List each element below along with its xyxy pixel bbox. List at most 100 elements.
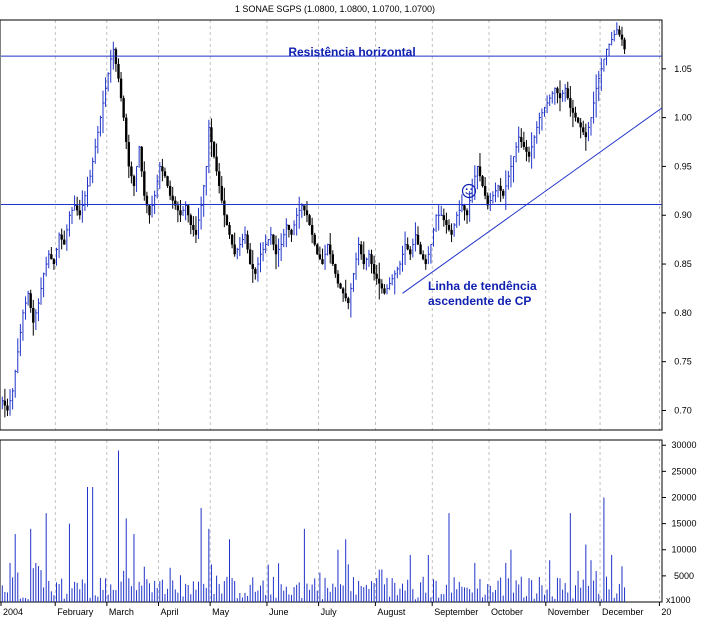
price-bar	[132, 174, 136, 197]
price-bar	[63, 230, 66, 245]
price-bar	[212, 141, 216, 159]
price-bar	[593, 91, 596, 124]
price-bar-body	[254, 268, 257, 274]
month-label: February	[57, 607, 94, 617]
price-bar	[546, 95, 549, 114]
month-label: March	[109, 607, 134, 617]
price-bar	[419, 241, 422, 255]
price-bar	[105, 77, 108, 107]
price-bar	[287, 224, 291, 238]
price-bar	[198, 207, 201, 239]
price-bar	[293, 220, 296, 236]
price-bar	[372, 255, 376, 281]
price-bar	[412, 238, 415, 258]
price-bar-body	[370, 254, 373, 265]
price-bar	[97, 126, 100, 154]
price-bar	[50, 247, 53, 260]
price-bar-body	[499, 185, 502, 191]
price-bar	[582, 120, 585, 136]
price-bar	[48, 250, 51, 269]
price-bar-body	[383, 288, 386, 294]
price-bar	[186, 204, 190, 223]
price-bar-body	[3, 400, 7, 406]
price-bar	[507, 170, 510, 190]
price-bar	[574, 106, 577, 122]
price-bar	[9, 389, 12, 416]
price-bar	[331, 250, 334, 266]
price-bar-body	[75, 205, 79, 211]
price-bar	[600, 58, 603, 91]
price-bar	[469, 191, 472, 222]
price-bar-body	[230, 234, 234, 245]
price-bar-body	[481, 176, 484, 186]
price-bar	[159, 161, 162, 190]
price-bar	[525, 139, 528, 162]
price-bar	[456, 211, 459, 228]
price-bar-body	[140, 146, 143, 172]
annotation-trend-line1: Linha de tendência	[428, 279, 537, 293]
price-bar-body	[576, 117, 580, 123]
price-bar	[527, 146, 531, 163]
price-bar	[605, 48, 609, 66]
price-bar	[127, 134, 131, 179]
price-bar	[350, 283, 353, 318]
price-bar	[531, 132, 534, 169]
price-bar-body	[272, 234, 275, 245]
price-bar-body	[378, 278, 381, 284]
price-bar-body	[287, 225, 291, 230]
price-bar	[248, 243, 252, 265]
price-bar	[78, 199, 81, 220]
price-bar	[3, 388, 7, 418]
price-bar	[427, 246, 430, 265]
volume-tick-label: 10000	[671, 545, 696, 555]
volume-tick-label: 5000	[674, 571, 694, 581]
price-bar	[344, 279, 347, 302]
price-bar	[432, 227, 436, 247]
price-bar	[136, 165, 139, 192]
price-bar	[225, 213, 229, 226]
price-bar	[223, 187, 226, 228]
annotation-resistance: Resistência horizontal	[288, 45, 415, 59]
month-label: July	[321, 607, 338, 617]
price-bar-body	[174, 200, 177, 206]
price-bar-body	[145, 195, 149, 206]
price-bar	[171, 186, 174, 209]
annotation-trend-line2: ascendente de CP	[428, 294, 531, 308]
price-bar	[368, 249, 371, 267]
price-bar-body	[6, 405, 9, 411]
price-bar	[520, 128, 523, 148]
volume-unit-label: x1000	[666, 595, 691, 605]
price-bar	[156, 174, 159, 199]
price-bar	[445, 212, 448, 234]
price-bar	[416, 226, 420, 246]
price-bar	[220, 176, 223, 204]
price-bar	[336, 270, 340, 288]
price-bar	[161, 158, 164, 182]
price-bar-body	[212, 142, 216, 157]
price-tick-label: 0.90	[674, 210, 692, 220]
price-bar	[19, 324, 22, 357]
month-label: August	[377, 607, 406, 617]
price-bar	[406, 237, 409, 251]
price-bar-body	[274, 244, 278, 255]
price-bar	[285, 218, 288, 248]
price-bar	[89, 169, 92, 187]
price-bar	[254, 267, 257, 280]
price-bar-body	[372, 264, 376, 274]
price-bar-body	[582, 127, 585, 133]
price-bar-body	[303, 205, 306, 211]
price-bar-body	[522, 142, 526, 147]
price-bar	[208, 119, 211, 174]
price-bar	[339, 282, 342, 289]
price-bar	[122, 95, 125, 122]
price-bar-body	[558, 93, 562, 99]
price-bar	[510, 155, 513, 188]
price-bar-body	[308, 215, 311, 225]
price-bar-body	[321, 259, 324, 265]
price-bar	[453, 223, 456, 237]
price-bar	[486, 192, 489, 210]
price-bar-body	[132, 176, 136, 186]
price-tick-label: 0.80	[674, 308, 692, 318]
price-bar	[267, 239, 270, 246]
